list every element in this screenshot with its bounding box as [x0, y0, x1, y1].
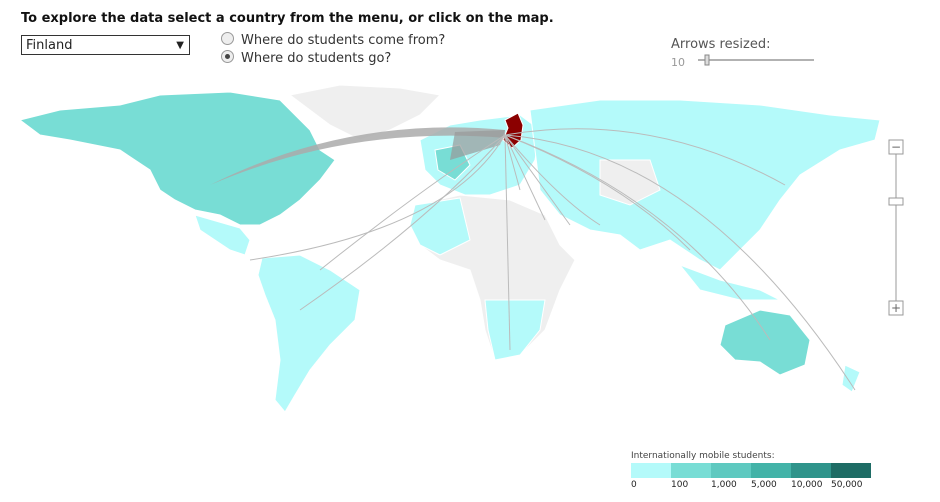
north-africa[interactable]	[409, 197, 471, 256]
legend-swatch	[791, 463, 831, 478]
north-america[interactable]	[18, 91, 336, 226]
slider-value: 10	[671, 56, 685, 69]
radio-option[interactable]: Where do students come from?	[221, 32, 445, 48]
slider-handle[interactable]	[704, 54, 710, 66]
legend-swatch	[751, 463, 791, 478]
legend-swatch	[711, 463, 751, 478]
radio-option[interactable]: Where do students go?	[221, 50, 391, 66]
australia[interactable]	[719, 309, 811, 376]
legend-label: 50,000	[831, 480, 863, 490]
radio-dot	[221, 50, 234, 63]
zoom-in[interactable]	[888, 300, 904, 316]
country-select[interactable]: Finland ▼	[21, 35, 190, 55]
select-value: Finland	[26, 38, 73, 53]
legend-label: 100	[671, 480, 689, 490]
southern-africa[interactable]	[484, 299, 546, 361]
flow-lines	[249, 128, 856, 391]
instruction: To explore the data select a country fro…	[21, 11, 554, 26]
south-america[interactable]	[257, 254, 361, 413]
flow-arrow	[450, 130, 505, 160]
radio-label: Where do students come from?	[241, 33, 446, 48]
asia[interactable]	[529, 99, 881, 271]
zoom-out-label: −	[891, 140, 901, 154]
select-arrow: ▼	[176, 40, 184, 51]
legend-label: 0	[631, 480, 637, 490]
legend-label: 1,000	[711, 480, 737, 490]
new-zealand[interactable]	[841, 364, 861, 393]
zoom-handle[interactable]	[888, 197, 904, 206]
indonesia[interactable]	[678, 263, 781, 301]
legend-swatch	[671, 463, 711, 478]
radio-dot	[221, 32, 234, 45]
legend-label: 5,000	[751, 480, 777, 490]
central-america[interactable]	[194, 214, 251, 256]
greenland[interactable]	[288, 84, 442, 141]
legend-label: 10,000	[791, 480, 823, 490]
legend-title: Internationally mobile students:	[631, 451, 775, 461]
radio-label: Where do students go?	[241, 51, 392, 66]
central-asia[interactable]	[599, 159, 661, 206]
zoom-in-label: +	[891, 301, 901, 315]
slider-label: Arrows resized:	[671, 37, 771, 52]
legend-swatch	[631, 463, 671, 478]
legend-swatch	[831, 463, 871, 478]
